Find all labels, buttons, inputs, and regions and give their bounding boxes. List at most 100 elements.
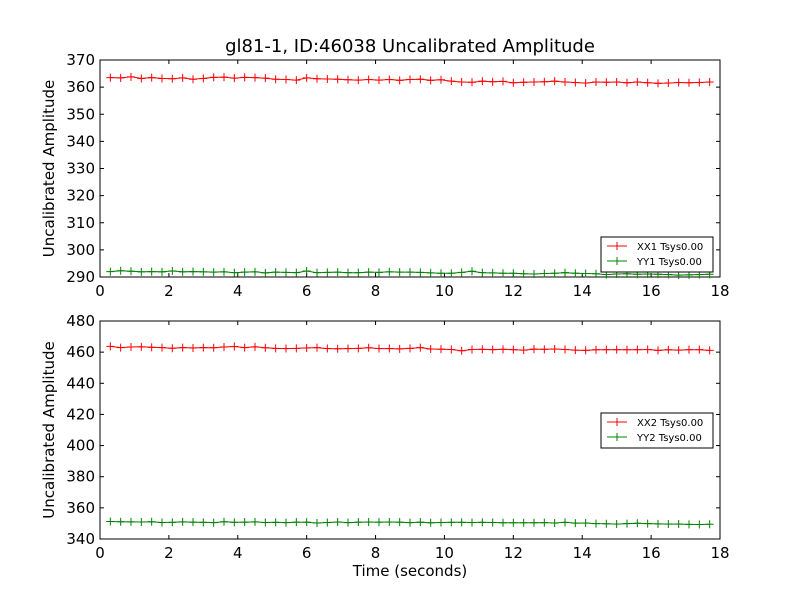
top-x-tick-label: 16 bbox=[642, 282, 661, 300]
bottom-y-tick-label: 380 bbox=[66, 468, 95, 486]
bottom-x-tick-label: 10 bbox=[435, 544, 454, 562]
bottom-x-tick-label: 2 bbox=[164, 544, 174, 562]
top-y-tick-label: 310 bbox=[66, 214, 95, 232]
top-series-1-marker bbox=[623, 78, 631, 87]
top-x-tick-label: 8 bbox=[371, 282, 381, 300]
bottom-series-1-marker bbox=[426, 345, 435, 354]
bottom-series-2-marker bbox=[354, 518, 363, 527]
bottom-series-1-marker bbox=[127, 343, 135, 352]
bottom-series-1-marker bbox=[209, 343, 218, 352]
top-legend-label-1: XX1 Tsys0.00 bbox=[637, 242, 703, 253]
bottom-series-1-marker bbox=[592, 345, 600, 354]
bottom-series-1-marker bbox=[602, 345, 611, 354]
top-y-tick-label: 290 bbox=[66, 268, 95, 286]
top-series-1-marker bbox=[612, 77, 621, 86]
bottom-y-tick-label: 420 bbox=[66, 405, 95, 423]
bottom-series-2-marker bbox=[468, 518, 476, 527]
top-series-2-marker bbox=[561, 268, 569, 277]
bottom-legend-marker-2 bbox=[613, 433, 621, 441]
bottom-series-1-marker bbox=[499, 345, 507, 354]
bottom-y-tick-label: 440 bbox=[66, 374, 95, 392]
top-y-tick-label: 330 bbox=[66, 160, 95, 178]
bottom-series-1-marker bbox=[271, 344, 280, 353]
top-series-1-marker bbox=[468, 78, 476, 87]
top-series-1-marker bbox=[209, 73, 218, 82]
bottom-series-1-marker bbox=[354, 344, 363, 353]
bottom-series-2-marker bbox=[447, 518, 456, 527]
bottom-series-2-marker bbox=[499, 518, 507, 527]
top-series-2-marker bbox=[540, 269, 549, 278]
top-series-2-marker bbox=[488, 268, 497, 277]
top-series-1-marker bbox=[116, 73, 125, 82]
bottom-x-tick-label: 6 bbox=[302, 544, 312, 562]
top-series-2-marker bbox=[333, 268, 342, 277]
top-series-1-marker bbox=[654, 79, 662, 88]
top-series-2-marker bbox=[468, 267, 476, 276]
bottom-series-1-marker bbox=[168, 344, 177, 353]
top-series-1-marker bbox=[333, 75, 342, 84]
top-series-1-marker bbox=[705, 77, 714, 86]
bottom-series-1-marker bbox=[457, 346, 466, 355]
bottom-series-2-marker bbox=[127, 517, 135, 526]
bottom-series-1-marker bbox=[406, 344, 414, 353]
top-legend-marker-1 bbox=[613, 242, 621, 250]
top-series-1-marker bbox=[271, 75, 280, 84]
top-series-2-marker bbox=[282, 268, 290, 277]
bottom-series-2-marker bbox=[375, 518, 383, 527]
bottom-series-1-marker bbox=[344, 344, 352, 353]
bottom-series-1-marker bbox=[478, 345, 487, 354]
bottom-series-1-marker bbox=[375, 344, 383, 353]
bottom-x-tick-label: 12 bbox=[504, 544, 523, 562]
top-series-1-marker bbox=[509, 78, 518, 87]
bottom-y-tick-label: 360 bbox=[66, 499, 95, 517]
top-series-1-marker bbox=[385, 75, 394, 84]
bottom-series-2-marker bbox=[602, 519, 611, 528]
bottom-series-2-marker bbox=[695, 520, 704, 529]
bottom-series-1-marker bbox=[488, 345, 497, 354]
top-series-2-marker bbox=[499, 269, 507, 278]
top-series-2-marker bbox=[406, 268, 414, 277]
top-series-1-marker bbox=[189, 75, 197, 84]
top-series-1-marker bbox=[261, 74, 270, 83]
top-series-2-marker bbox=[137, 267, 146, 276]
bottom-x-tick-label: 0 bbox=[95, 544, 105, 562]
top-x-tick-label: 18 bbox=[710, 282, 729, 300]
top-series-2-marker bbox=[457, 268, 466, 277]
top-series-1-marker bbox=[127, 72, 135, 81]
top-series-2-marker bbox=[519, 269, 528, 278]
bottom-series-1-marker bbox=[178, 343, 187, 352]
bottom-series-1-marker bbox=[220, 343, 228, 352]
bottom-series-2-marker bbox=[240, 518, 249, 527]
top-series-1-marker bbox=[643, 78, 652, 87]
bottom-series-1-marker bbox=[313, 343, 321, 352]
top-series-1-marker bbox=[581, 79, 590, 88]
bottom-series-1-marker bbox=[695, 345, 704, 354]
top-series-1-marker bbox=[147, 73, 156, 82]
bottom-series-1-marker bbox=[561, 345, 569, 354]
top-series-1-marker bbox=[602, 78, 611, 87]
bottom-series-1-marker bbox=[685, 345, 693, 354]
bottom-series-2-marker bbox=[209, 518, 218, 527]
top-series-1-marker bbox=[695, 78, 704, 87]
bottom-series-2-marker bbox=[261, 518, 270, 527]
top-legend-label-2: YY1 Tsys0.00 bbox=[636, 257, 702, 268]
bottom-series-1-marker bbox=[302, 343, 311, 352]
top-x-tick-label: 12 bbox=[504, 282, 523, 300]
chart-title: gl81-1, ID:46038 Uncalibrated Amplitude bbox=[225, 36, 595, 57]
bottom-series-1-marker bbox=[519, 346, 528, 355]
top-series-2-marker bbox=[478, 268, 487, 277]
top-series-1-marker bbox=[230, 74, 239, 83]
top-series-2-marker bbox=[416, 268, 425, 277]
bottom-series-2-marker bbox=[292, 518, 301, 527]
top-series-2-marker bbox=[168, 267, 177, 276]
top-series-2-marker bbox=[592, 269, 600, 278]
top-series-2-marker bbox=[581, 269, 590, 278]
top-y-tick-label: 360 bbox=[66, 78, 95, 96]
bottom-series-2-marker bbox=[571, 519, 580, 528]
bottom-legend bbox=[600, 412, 714, 449]
top-y-tick-label: 350 bbox=[66, 105, 95, 123]
bottom-x-tick-label: 4 bbox=[233, 544, 243, 562]
bottom-series-1-marker bbox=[333, 344, 342, 353]
top-series-1-marker bbox=[282, 75, 290, 84]
bottom-series-2-marker bbox=[116, 517, 125, 526]
